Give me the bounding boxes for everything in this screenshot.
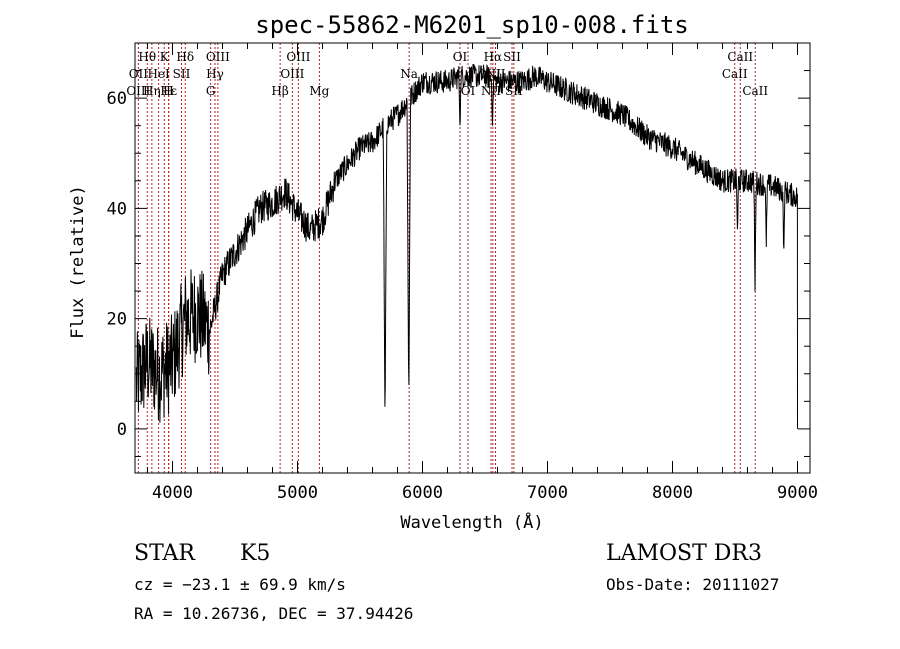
line-label: OIII <box>126 84 150 98</box>
survey-name: LAMOST DR3 <box>606 541 762 566</box>
line-label: OIII <box>206 50 230 64</box>
line-label: G <box>206 84 216 98</box>
line-label: Hε <box>160 84 177 98</box>
line-label: Hδ <box>176 50 194 64</box>
line-label: HeI <box>147 67 170 81</box>
coordinates: RA = 10.26736, DEC = 37.94426 <box>134 604 413 623</box>
y-tick-label: 60 <box>107 89 127 109</box>
line-label: SII <box>503 50 521 64</box>
line-label: Hη <box>143 84 161 98</box>
line-label: OII <box>129 67 149 81</box>
line-label: CaII <box>722 67 748 81</box>
x-tick-label: 7000 <box>527 483 568 503</box>
line-label: K <box>160 50 170 64</box>
line-label: Hγ <box>206 67 224 81</box>
object-class: STAR <box>134 541 196 566</box>
line-label: Hβ <box>271 84 288 98</box>
line-label: OI <box>453 50 468 64</box>
object-subclass: K5 <box>240 541 270 566</box>
line-label: CaII <box>742 84 768 98</box>
y-tick-label: 0 <box>117 420 127 440</box>
x-axis-label: Wavelength (Å) <box>400 511 543 533</box>
observation-date: Obs-Date: 20111027 <box>606 575 779 594</box>
x-tick-label: 4000 <box>152 483 193 503</box>
y-axis-ticks: 0 20 40 60 <box>107 42 810 457</box>
x-tick-label: 9000 <box>777 483 818 503</box>
line-label: OIII <box>286 50 310 64</box>
chart-title: spec-55862-M6201_sp10-008.fits <box>255 11 688 39</box>
redshift-cz: cz = −23.1 ± 69.9 km/s <box>134 575 346 594</box>
line-label: H <box>163 84 173 98</box>
x-tick-label: 5000 <box>277 483 318 503</box>
line-label: Mg <box>309 84 329 98</box>
line-label: OI <box>461 84 476 98</box>
line-label: OIII <box>280 67 304 81</box>
y-tick-label: 20 <box>107 310 127 330</box>
y-tick-label: 40 <box>107 199 127 219</box>
x-axis-ticks: 4000 5000 6000 7000 8000 9000 <box>147 43 818 503</box>
line-label: CaII <box>727 50 753 64</box>
x-tick-label: 6000 <box>402 483 443 503</box>
line-label: SII <box>505 84 523 98</box>
line-label: Hα <box>484 50 503 64</box>
y-axis-label: Flux (relative) <box>68 185 88 339</box>
spectrum-line <box>135 63 798 429</box>
line-label: Na <box>400 67 418 81</box>
x-tick-label: 8000 <box>652 483 693 503</box>
line-label: SII <box>173 67 191 81</box>
line-label: Hθ <box>138 50 156 64</box>
